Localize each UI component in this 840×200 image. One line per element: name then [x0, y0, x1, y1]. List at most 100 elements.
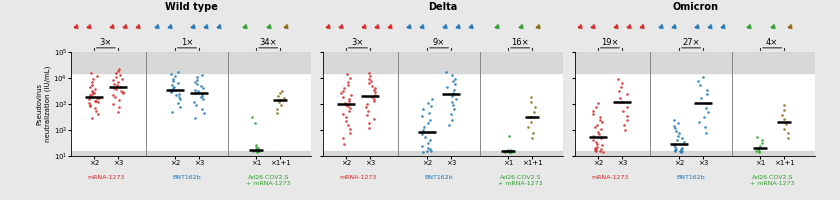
Point	[165, 73, 178, 76]
Text: Ad26.COV2.S
+ mRNA-1273: Ad26.COV2.S + mRNA-1273	[246, 175, 291, 186]
Point	[187, 100, 201, 104]
Point	[415, 115, 428, 118]
Point	[367, 97, 381, 100]
Point	[196, 97, 209, 101]
Point	[108, 82, 121, 85]
Text: ♥: ♥	[283, 23, 291, 31]
Text: ♥: ♥	[494, 23, 503, 31]
Point	[191, 90, 204, 93]
Point	[588, 146, 601, 149]
Point	[84, 94, 97, 97]
Point	[165, 83, 179, 86]
Point	[447, 108, 460, 111]
Point	[753, 144, 767, 147]
Point	[107, 86, 120, 90]
Point	[112, 70, 125, 73]
Text: ♥: ♥	[746, 23, 755, 31]
Point	[87, 78, 100, 81]
Text: ♥: ♥	[242, 23, 251, 31]
Point	[445, 100, 459, 104]
Point	[672, 121, 685, 125]
Point	[165, 77, 179, 80]
Point	[88, 100, 102, 103]
Point	[589, 106, 602, 109]
Point	[589, 140, 602, 143]
Point	[425, 98, 438, 101]
Bar	[575, 52, 815, 73]
Point	[415, 132, 428, 135]
Point	[416, 128, 429, 132]
Point	[591, 123, 604, 126]
Point	[275, 104, 288, 107]
Point	[616, 110, 629, 113]
Point	[336, 95, 349, 99]
Point	[446, 94, 459, 97]
Text: ♥: ♥	[374, 23, 382, 31]
Point	[342, 109, 355, 112]
Text: ♥: ♥	[216, 23, 225, 31]
Point	[173, 105, 186, 108]
Point	[504, 151, 517, 154]
Text: 19×: 19×	[601, 38, 618, 47]
Point	[341, 123, 354, 126]
Text: ♥: ♥	[122, 23, 130, 31]
Point	[359, 105, 372, 108]
Text: BNT162b: BNT162b	[173, 175, 202, 180]
Text: ♥: ♥	[338, 23, 347, 31]
Point	[339, 103, 353, 106]
Point	[250, 151, 264, 154]
Point	[669, 127, 682, 130]
Text: ♥: ♥	[707, 23, 716, 31]
Point	[188, 116, 202, 119]
Text: ♥: ♥	[787, 23, 795, 31]
Point	[368, 118, 381, 121]
Point	[446, 104, 459, 107]
Text: ♥: ♥	[325, 23, 333, 31]
Text: ♥: ♥	[154, 23, 163, 31]
Point	[362, 82, 375, 85]
Point	[752, 150, 765, 153]
Text: mRNA-1273: mRNA-1273	[87, 175, 124, 180]
Point	[442, 124, 455, 127]
Text: BNT162b: BNT162b	[425, 175, 454, 180]
Point	[781, 136, 795, 139]
Text: 16×: 16×	[512, 38, 529, 47]
Point	[591, 130, 605, 133]
Point	[423, 139, 437, 142]
Point	[276, 89, 289, 92]
Point	[337, 142, 350, 145]
Point	[505, 148, 518, 152]
Point	[89, 109, 102, 112]
Point	[251, 148, 265, 152]
Point	[590, 148, 603, 151]
Point	[343, 127, 356, 131]
Point	[501, 148, 515, 152]
Point	[615, 81, 628, 85]
Point	[595, 136, 608, 139]
Point	[589, 150, 602, 153]
Text: ♥: ♥	[612, 23, 622, 31]
Point	[334, 91, 348, 94]
Point	[107, 79, 120, 82]
Point	[528, 110, 541, 113]
Point	[191, 82, 204, 85]
Text: ♥: ♥	[590, 23, 599, 31]
Point	[591, 102, 605, 105]
Point	[191, 76, 204, 79]
Point	[586, 138, 600, 141]
Point	[86, 117, 99, 120]
Point	[527, 131, 540, 134]
Point	[595, 121, 608, 124]
Point	[272, 101, 286, 104]
Point	[501, 149, 515, 152]
Point	[677, 140, 690, 143]
Point	[273, 92, 286, 95]
Text: ♥: ♥	[419, 23, 428, 31]
Point	[701, 92, 714, 95]
Point	[343, 97, 356, 101]
Point	[425, 104, 438, 108]
Point	[196, 107, 209, 110]
Point	[675, 146, 688, 149]
Point	[362, 77, 375, 80]
Point	[672, 132, 685, 135]
